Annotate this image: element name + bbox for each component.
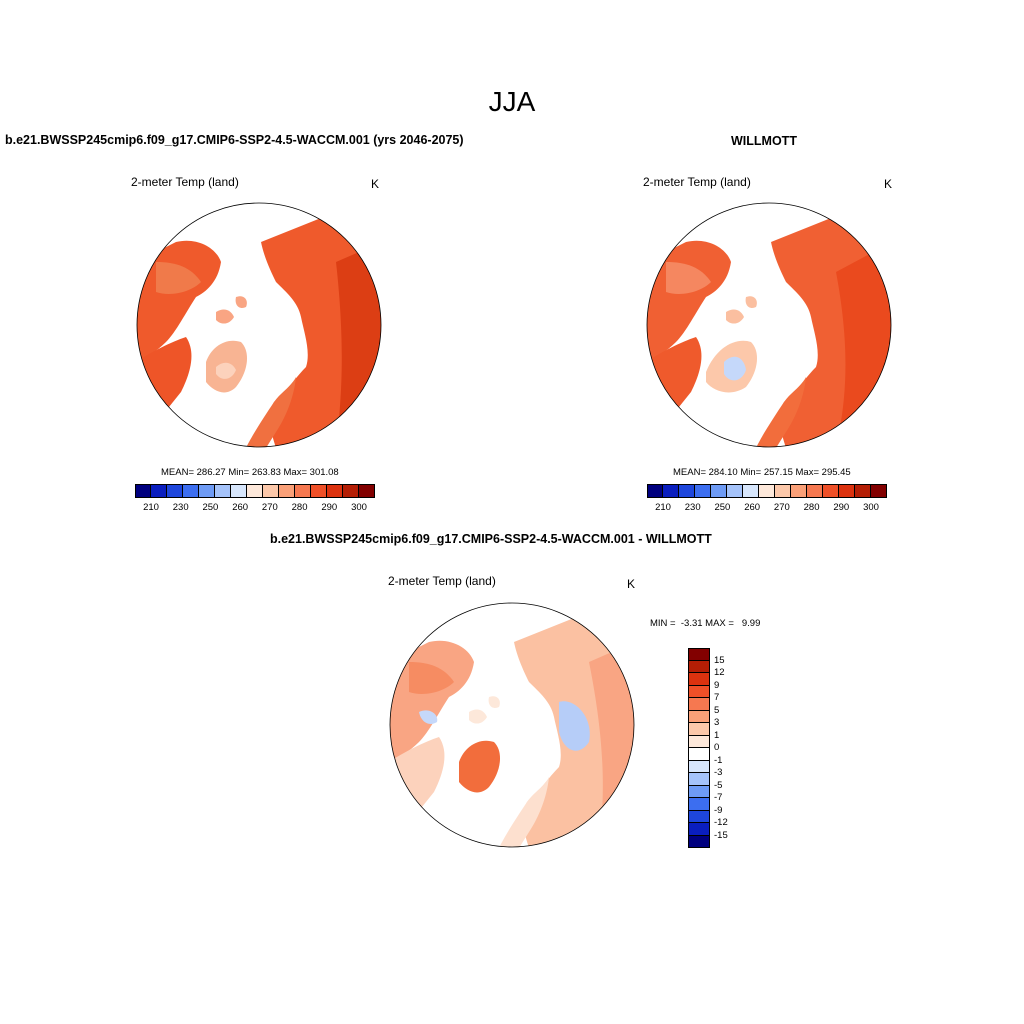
colorbar-box <box>695 484 711 498</box>
colorbar-box <box>199 484 215 498</box>
colorbar-box <box>688 810 710 823</box>
colorbar-box <box>167 484 183 498</box>
colorbar-box <box>247 484 263 498</box>
colorbar-tick-label: 270 <box>773 502 790 513</box>
colorbar-box <box>647 484 663 498</box>
colorbar-tick-label: 250 <box>202 502 219 513</box>
colorbar-box <box>775 484 791 498</box>
right-polar-map <box>646 202 892 448</box>
colorbar-box <box>688 698 710 711</box>
colorbar-box <box>135 484 151 498</box>
diff-colorbar <box>688 648 710 848</box>
left-polar-map <box>136 202 382 448</box>
colorbar-tick-label: 15 <box>714 654 725 666</box>
colorbar-box <box>663 484 679 498</box>
colorbar-box <box>688 660 710 673</box>
left-colorbar <box>135 484 375 498</box>
colorbar-box <box>183 484 199 498</box>
colorbar-tick-label: 12 <box>714 667 725 678</box>
colorbar-box <box>839 484 855 498</box>
left-colorbar-ticks: 210 230 250 260 270 280 290 300 <box>135 502 375 516</box>
colorbar-box <box>688 773 710 786</box>
colorbar-tick-label: 280 <box>803 502 820 513</box>
colorbar-tick-label: 0 <box>714 742 720 753</box>
right-panel-units: K <box>884 177 893 191</box>
colorbar-box <box>807 484 823 498</box>
colorbar-tick-label: -1 <box>714 754 723 766</box>
colorbar-tick-label: 280 <box>291 502 308 513</box>
colorbar-box <box>688 710 710 723</box>
colorbar-tick-label: 250 <box>714 502 731 513</box>
colorbar-box <box>791 484 807 498</box>
diff-colorbar-ticks: 15 12 9 7 5 3 1 0 -1 -3 -5 -7 -9 -12 -15 <box>714 648 754 848</box>
colorbar-box <box>327 484 343 498</box>
colorbar-tick-label: 9 <box>714 679 720 691</box>
season-title: JJA <box>488 86 536 117</box>
colorbar-box <box>688 823 710 836</box>
colorbar-box <box>727 484 743 498</box>
colorbar-box <box>231 484 247 498</box>
colorbar-box <box>688 760 710 773</box>
colorbar-box <box>151 484 167 498</box>
colorbar-box <box>215 484 231 498</box>
left-panel-subtitle: 2-meter Temp (land) <box>131 175 239 189</box>
colorbar-tick-label: 260 <box>232 502 249 513</box>
colorbar-box <box>871 484 887 498</box>
colorbar-box <box>855 484 871 498</box>
diff-polar-map <box>389 602 635 848</box>
colorbar-tick-label: 290 <box>321 502 338 513</box>
colorbar-box <box>743 484 759 498</box>
colorbar-box <box>688 835 710 848</box>
diff-panel-title: b.e21.BWSSP245cmip6.f09_g17.CMIP6-SSP2-4… <box>270 532 712 546</box>
right-panel-stats: MEAN= 284.10 Min= 257.15 Max= 295.45 <box>673 467 851 478</box>
colorbar-tick-label: 5 <box>714 704 720 716</box>
colorbar-box <box>688 685 710 698</box>
right-colorbar-ticks: 210 230 250 260 270 280 290 300 <box>647 502 887 516</box>
diff-panel-units: K <box>627 577 636 591</box>
colorbar-tick-label: 290 <box>833 502 850 513</box>
colorbar-box <box>711 484 727 498</box>
colorbar-tick-label: -15 <box>714 829 728 841</box>
colorbar-tick-label: -3 <box>714 767 723 778</box>
colorbar-box <box>263 484 279 498</box>
colorbar-tick-label: 210 <box>655 502 671 513</box>
colorbar-box <box>688 798 710 811</box>
right-panel-title: WILLMOTT <box>731 134 797 148</box>
colorbar-box <box>688 723 710 736</box>
colorbar-tick-label: 230 <box>172 502 189 513</box>
colorbar-box <box>311 484 327 498</box>
colorbar-tick-label: 270 <box>261 502 278 513</box>
colorbar-box <box>688 735 710 748</box>
colorbar-tick-label: 7 <box>714 692 720 703</box>
colorbar-box <box>759 484 775 498</box>
left-panel-title: b.e21.BWSSP245cmip6.f09_g17.CMIP6-SSP2-4… <box>5 133 464 147</box>
colorbar-box <box>688 673 710 686</box>
colorbar-box <box>688 748 710 761</box>
diff-panel-stats: MIN = -3.31 MAX = 9.99 <box>650 618 761 629</box>
colorbar-tick-label: 260 <box>744 502 761 513</box>
colorbar-tick-label: 1 <box>714 729 720 741</box>
colorbar-box <box>295 484 311 498</box>
colorbar-tick-label: 3 <box>714 717 720 728</box>
colorbar-tick-label: 230 <box>684 502 701 513</box>
colorbar-tick-label: -9 <box>714 804 723 816</box>
colorbar-box <box>823 484 839 498</box>
right-panel-subtitle: 2-meter Temp (land) <box>643 175 751 189</box>
colorbar-tick-label: -5 <box>714 779 723 791</box>
right-colorbar <box>647 484 887 498</box>
colorbar-box <box>679 484 695 498</box>
colorbar-box <box>343 484 359 498</box>
colorbar-tick-label: -12 <box>714 817 728 828</box>
colorbar-box <box>359 484 375 498</box>
colorbar-tick-label: 300 <box>863 502 879 513</box>
colorbar-box <box>279 484 295 498</box>
colorbar-tick-label: -7 <box>714 792 723 803</box>
colorbar-box <box>688 785 710 798</box>
left-panel-units: K <box>371 177 380 191</box>
colorbar-tick-label: 210 <box>143 502 159 513</box>
diff-panel-subtitle: 2-meter Temp (land) <box>388 574 496 588</box>
colorbar-tick-label: 300 <box>351 502 367 513</box>
left-panel-stats: MEAN= 286.27 Min= 263.83 Max= 301.08 <box>161 467 339 478</box>
colorbar-box <box>688 648 710 661</box>
